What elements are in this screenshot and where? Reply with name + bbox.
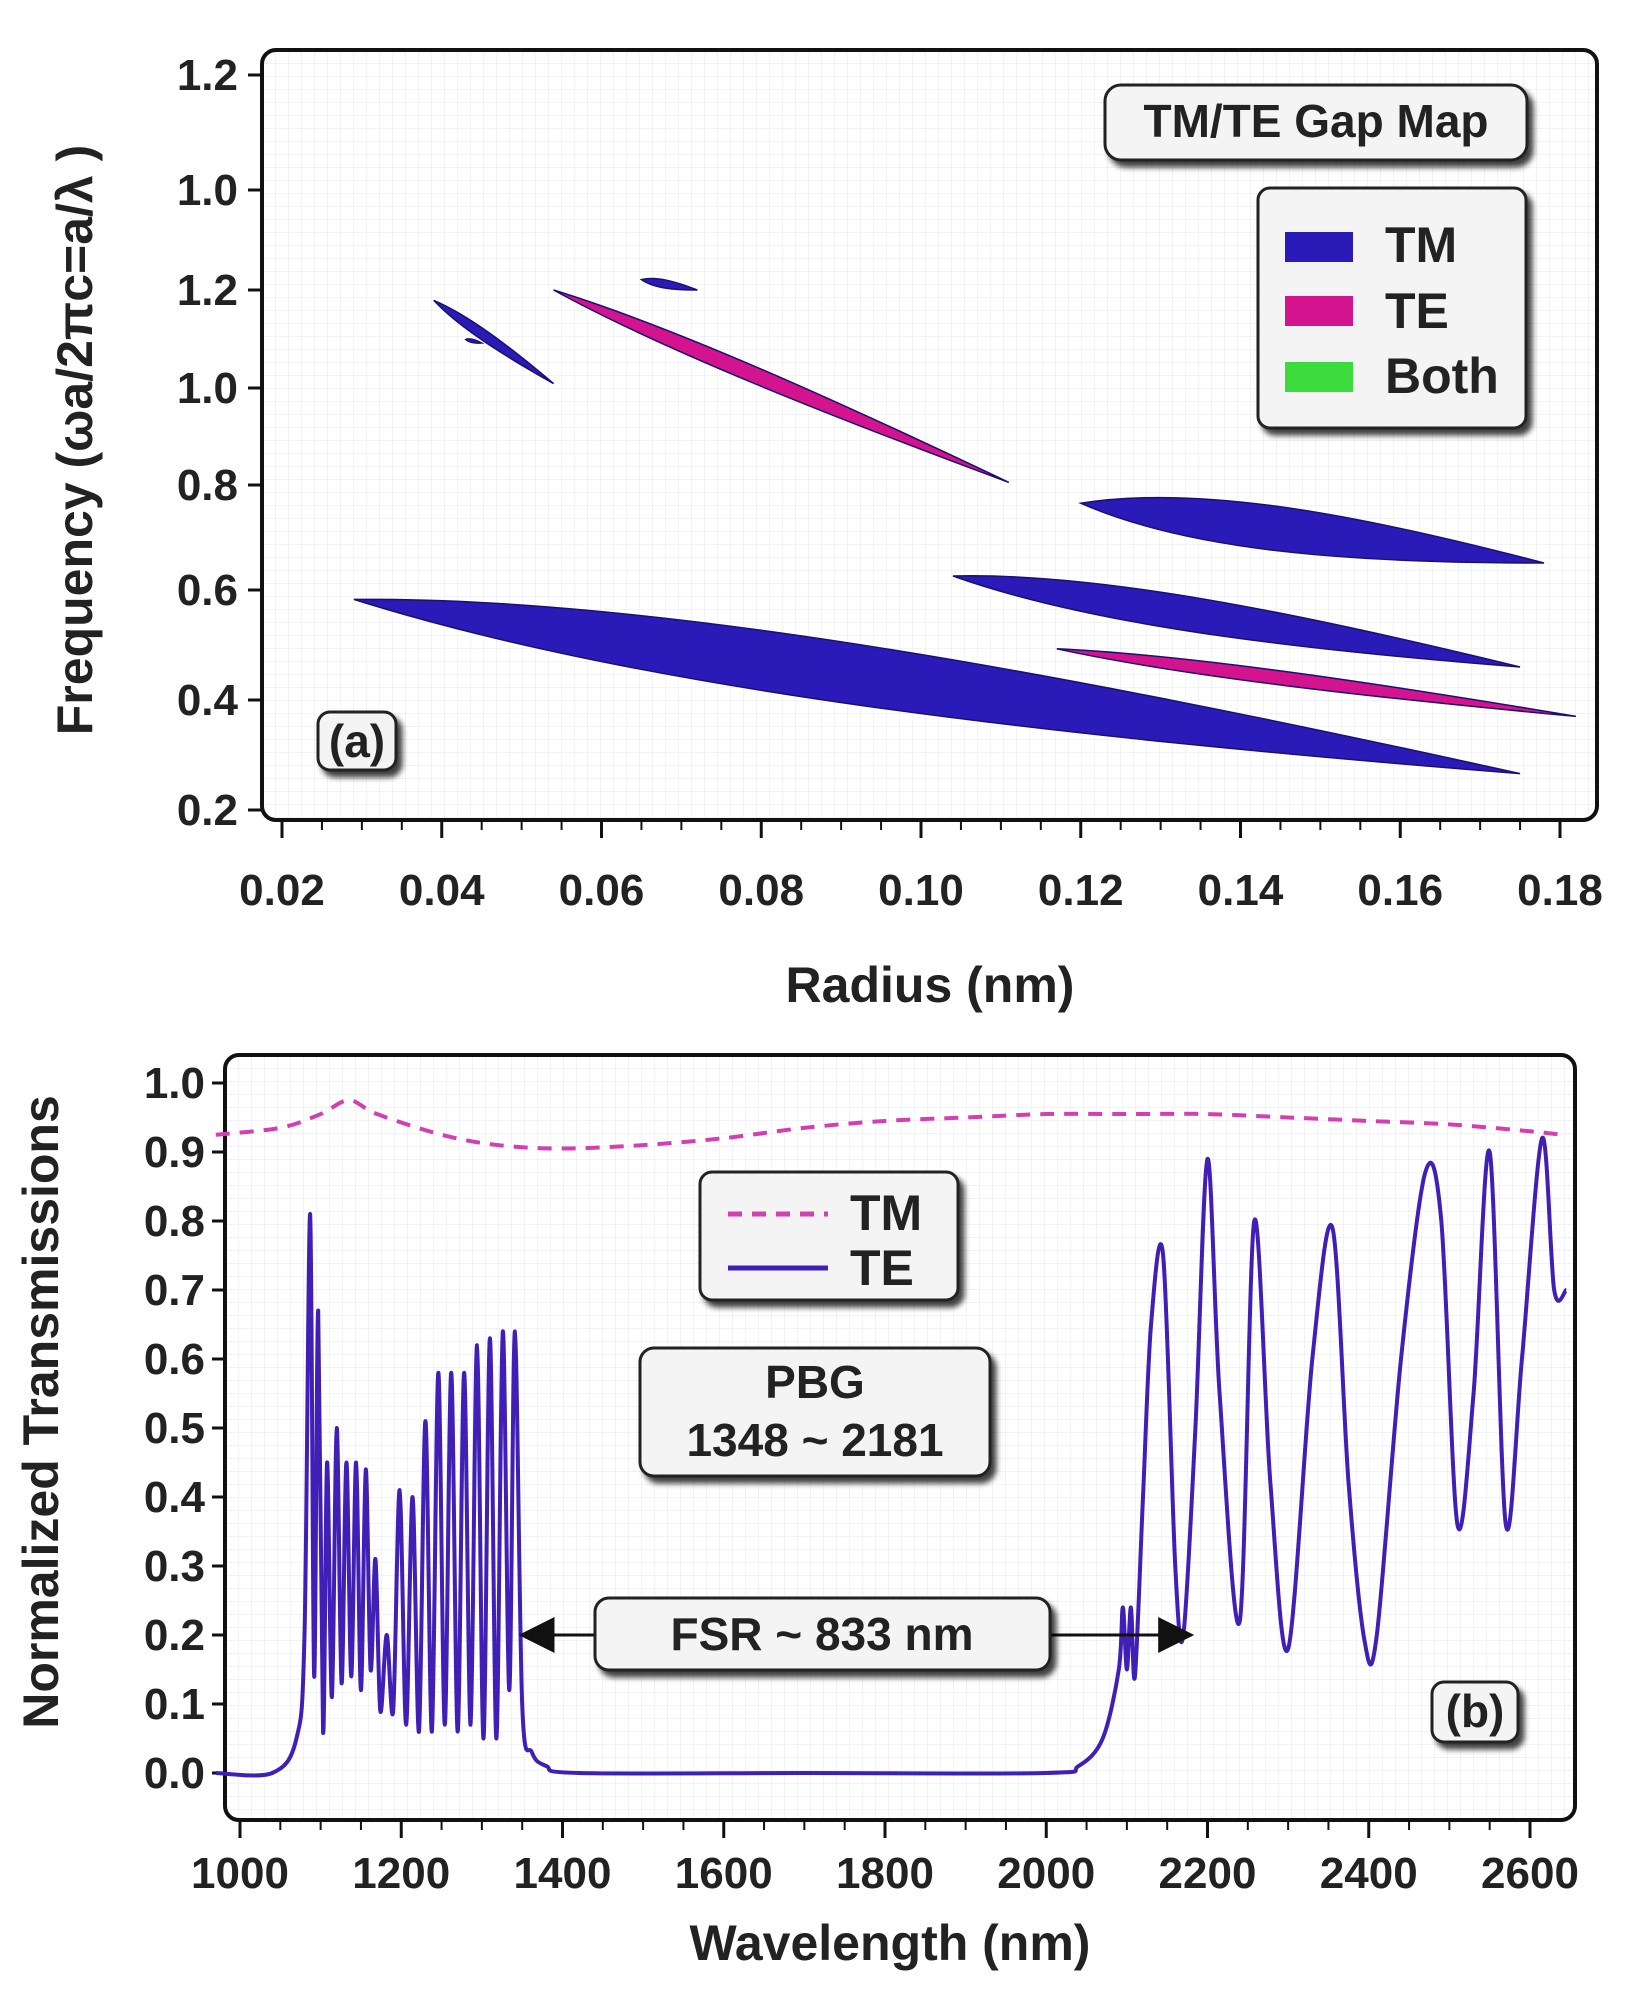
panel-a-x-tick-label: 0.06 bbox=[559, 866, 645, 915]
panel-b-y-tick-label: 0.9 bbox=[144, 1128, 205, 1177]
panel-b-y-tick-label: 0.5 bbox=[144, 1404, 205, 1453]
panel-b-x-tick-label: 2400 bbox=[1320, 1849, 1418, 1898]
gap-region-te-4 bbox=[1056, 648, 1577, 718]
panel-b-y-tick-label: 0.7 bbox=[144, 1266, 205, 1315]
panel-b-x-tick-label: 1400 bbox=[514, 1849, 612, 1898]
panel-a-y-tick-label: 0.2 bbox=[177, 786, 238, 835]
panel-a-label-box: (a) bbox=[316, 710, 398, 772]
panel-a-y-tick-label: 0.4 bbox=[177, 676, 239, 725]
panel-b-y-tick-label: 0.3 bbox=[144, 1542, 205, 1591]
panel-a-legend: TM TE Both bbox=[1256, 186, 1528, 430]
panel-a-x-tick-label: 0.08 bbox=[718, 866, 804, 915]
gap-region-tm-6 bbox=[433, 299, 555, 385]
legend-swatch-both bbox=[1285, 362, 1353, 392]
panel-b-y-tick-label: 0.2 bbox=[144, 1611, 205, 1660]
panel-b-x-tick-label: 2200 bbox=[1159, 1849, 1257, 1898]
panel-a-y-axis-title: Frequency (ωa/2πc=a/λ ) bbox=[47, 145, 103, 735]
panel-b-x-tick-label: 1000 bbox=[191, 1849, 289, 1898]
pbg-range: 1348 ~ 2181 bbox=[686, 1414, 943, 1466]
panel-a: 0.20.40.60.81.01.21.01.2 0.02 0.04 0.06 0.0… bbox=[47, 48, 1603, 1013]
panel-a-x-tick-label: 0.12 bbox=[1038, 866, 1124, 915]
legend-label-te: TE bbox=[1385, 283, 1449, 339]
legend-swatch-te bbox=[1285, 296, 1353, 326]
panel-b-y-tick-label: 0.1 bbox=[144, 1680, 205, 1729]
panel-b-y-ticks: 0.0 0.1 0.2 0.3 0.4 0.5 0.6 0.7 0.8 0.9 1.0 bbox=[144, 1059, 225, 1798]
legend-label-tm: TM bbox=[1385, 217, 1457, 273]
panel-a-y-tick-label: 0.6 bbox=[177, 566, 238, 615]
gap-region-te-5 bbox=[553, 289, 1010, 484]
panel-a-label: (a) bbox=[329, 715, 385, 767]
panel-b-x-tick-label: 1200 bbox=[352, 1849, 450, 1898]
gap-region-tm-8 bbox=[464, 338, 485, 344]
panel-b-y-tick-label: 1.0 bbox=[144, 1059, 205, 1108]
panel-a-x-tick-label: 0.18 bbox=[1517, 866, 1603, 915]
panel-b-x-tick-label: 2600 bbox=[1481, 1849, 1579, 1898]
panel-a-x-ticks: 0.02 0.04 0.06 0.08 0.10 0.12 0.14 0.16 0.18 bbox=[239, 820, 1603, 915]
series-line-te bbox=[215, 1136, 1569, 1778]
pbg-label: PBG bbox=[765, 1356, 865, 1408]
gap-regions bbox=[353, 277, 1577, 775]
panel-b-x-ticks: 1000 1200 1400 1600 1800 2000 2200 2400 2600 bbox=[191, 1820, 1579, 1898]
panel-b-x-tick-label: 2000 bbox=[997, 1849, 1095, 1898]
panel-b-y-axis-title: Normalized Transmissions bbox=[13, 1095, 69, 1729]
fsr-label: FSR ~ 833 nm bbox=[671, 1608, 974, 1660]
legend-b-label-tm: TM bbox=[850, 1185, 922, 1241]
fsr-annotation-box: FSR ~ 833 nm bbox=[593, 1596, 1052, 1672]
panel-a-x-axis-title: Radius (nm) bbox=[786, 957, 1075, 1013]
gap-region-tm-1 bbox=[353, 598, 1521, 775]
panel-b-y-tick-label: 0.0 bbox=[144, 1749, 205, 1798]
panel-b-series bbox=[215, 1098, 1569, 1778]
panel-b-label: (b) bbox=[1446, 1685, 1505, 1737]
panel-b-y-tick-label: 0.8 bbox=[144, 1197, 205, 1246]
gap-region-tm-2 bbox=[952, 575, 1521, 668]
legend-b-label-te: TE bbox=[850, 1240, 914, 1296]
panel-b-label-box: (b) bbox=[1430, 1680, 1520, 1744]
legend-label-both: Both bbox=[1385, 348, 1499, 404]
panel-a-x-tick-label: 0.10 bbox=[878, 866, 964, 915]
gap-region-tm-7 bbox=[639, 277, 698, 291]
gap-map-title: TM/TE Gap Map bbox=[1144, 95, 1489, 147]
panel-b: 0.0 0.1 0.2 0.3 0.4 0.5 0.6 0.7 0.8 0.9 1.0 1000 12… bbox=[13, 1053, 1579, 1971]
panel-a-x-tick-label: 0.04 bbox=[399, 866, 485, 915]
panel-a-x-tick-label: 0.14 bbox=[1198, 866, 1284, 915]
legend-swatch-tm bbox=[1285, 232, 1353, 262]
panel-a-y-tick-label: 1.0 bbox=[177, 166, 238, 215]
panel-b-x-tick-label: 1800 bbox=[836, 1849, 934, 1898]
panel-b-x-tick-label: 1600 bbox=[675, 1849, 773, 1898]
panel-a-x-tick-label: 0.02 bbox=[239, 866, 325, 915]
panel-a-y-tick-label: 1.2 bbox=[177, 266, 238, 315]
panel-a-y-tick-label: 1.2 bbox=[177, 51, 238, 100]
panel-a-y-tick-label: 0.8 bbox=[177, 461, 238, 510]
panel-a-y-ticks: 0.2 0.4 0.6 0.8 1.0 1.2 1.0 1.2 bbox=[177, 51, 262, 835]
panel-b-y-tick-label: 0.6 bbox=[144, 1335, 205, 1384]
panel-b-legend: TM TE bbox=[698, 1170, 960, 1302]
pbg-annotation-box: PBG 1348 ~ 2181 bbox=[638, 1346, 992, 1478]
gap-region-tm-3 bbox=[1078, 496, 1545, 564]
panel-b-x-axis-title: Wavelength (nm) bbox=[690, 1915, 1091, 1971]
panel-a-y-tick-label: 1.0 bbox=[177, 364, 238, 413]
series-line-tm bbox=[215, 1098, 1563, 1151]
panel-a-x-tick-label: 0.16 bbox=[1357, 866, 1443, 915]
panel-b-y-tick-label: 0.4 bbox=[144, 1473, 206, 1522]
gap-map-title-box: TM/TE Gap Map bbox=[1103, 83, 1529, 162]
